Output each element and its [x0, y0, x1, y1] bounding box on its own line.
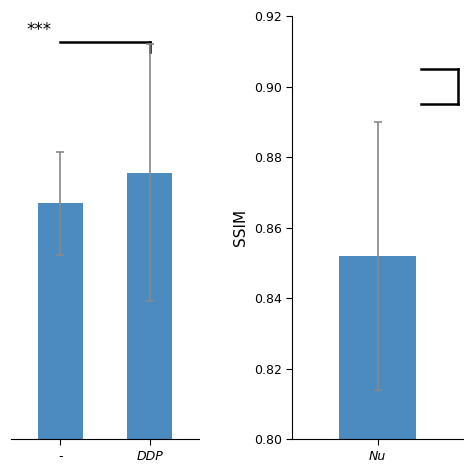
Bar: [127, 173, 172, 474]
Bar: [38, 203, 82, 474]
Text: ***: ***: [26, 21, 51, 39]
Bar: [339, 256, 416, 474]
Y-axis label: SSIM: SSIM: [233, 209, 248, 246]
